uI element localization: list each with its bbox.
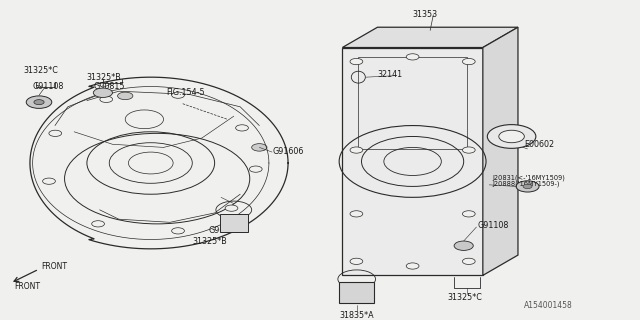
Circle shape	[252, 144, 267, 151]
Text: 31325*C: 31325*C	[23, 67, 58, 76]
FancyBboxPatch shape	[339, 282, 374, 303]
Text: G90815: G90815	[93, 82, 125, 91]
Circle shape	[250, 166, 262, 172]
Polygon shape	[483, 27, 518, 276]
Text: FRONT: FRONT	[15, 282, 41, 291]
Circle shape	[93, 88, 113, 98]
Circle shape	[92, 221, 104, 227]
Text: E00602: E00602	[524, 140, 554, 149]
Circle shape	[516, 181, 539, 192]
Text: 32141: 32141	[378, 69, 403, 78]
Circle shape	[463, 258, 475, 264]
Circle shape	[34, 100, 44, 105]
Circle shape	[463, 211, 475, 217]
Circle shape	[350, 211, 363, 217]
Text: G91108: G91108	[477, 221, 509, 230]
Circle shape	[118, 92, 133, 100]
Text: G90815: G90815	[208, 226, 240, 235]
Circle shape	[350, 147, 363, 153]
Text: J20888('16MY1509-): J20888('16MY1509-)	[492, 180, 560, 187]
Circle shape	[49, 130, 61, 136]
Text: 31325*B: 31325*B	[87, 73, 122, 82]
Circle shape	[100, 96, 113, 102]
Circle shape	[225, 205, 238, 211]
Circle shape	[406, 54, 419, 60]
Circle shape	[172, 228, 184, 234]
FancyBboxPatch shape	[220, 213, 248, 232]
Circle shape	[43, 178, 56, 184]
Circle shape	[350, 258, 363, 264]
Circle shape	[523, 184, 532, 188]
Circle shape	[236, 125, 248, 131]
Circle shape	[172, 92, 184, 98]
Circle shape	[463, 147, 475, 153]
Circle shape	[487, 124, 536, 148]
Circle shape	[26, 96, 52, 108]
Text: A154001458: A154001458	[524, 300, 573, 309]
Text: FIG.154-5: FIG.154-5	[167, 88, 205, 97]
Text: 31353: 31353	[412, 10, 437, 19]
Text: G91108: G91108	[33, 82, 64, 91]
Text: G91606: G91606	[272, 147, 303, 156]
Text: 31325*B: 31325*B	[192, 236, 227, 245]
Polygon shape	[342, 27, 518, 47]
Text: J20831(<-'16MY1509): J20831(<-'16MY1509)	[492, 174, 565, 181]
Text: 31835*A: 31835*A	[339, 311, 374, 320]
Circle shape	[499, 130, 524, 143]
Circle shape	[350, 59, 363, 65]
Circle shape	[406, 263, 419, 269]
Circle shape	[454, 241, 473, 251]
Circle shape	[463, 59, 475, 65]
Polygon shape	[342, 47, 483, 276]
Text: FRONT: FRONT	[41, 262, 67, 271]
Text: 31325*C: 31325*C	[448, 293, 483, 302]
